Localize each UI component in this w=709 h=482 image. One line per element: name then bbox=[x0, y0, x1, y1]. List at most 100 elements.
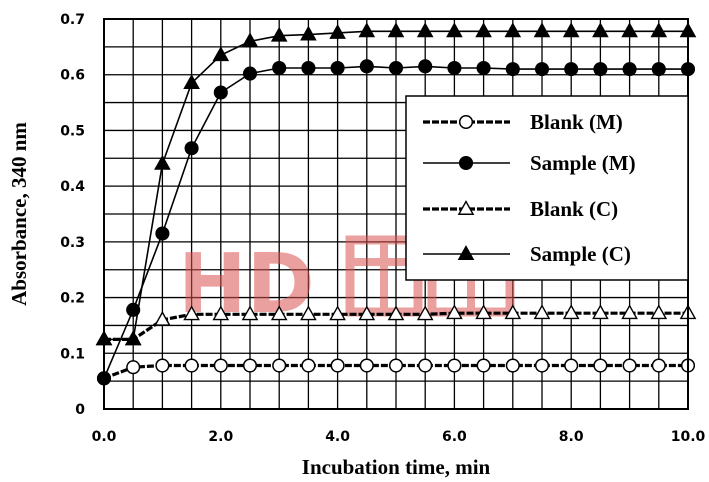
data-point bbox=[329, 23, 346, 39]
y-tick-label: 0.7 bbox=[60, 12, 85, 28]
data-point bbox=[592, 22, 609, 38]
x-tick-labels: 0.0 2.0 4.0 6.0 8.0 10.0 bbox=[92, 429, 706, 445]
data-point bbox=[418, 59, 433, 74]
data-point bbox=[126, 302, 141, 317]
data-point bbox=[621, 22, 638, 38]
series-1 bbox=[96, 358, 696, 386]
data-point bbox=[505, 62, 520, 77]
data-point bbox=[212, 305, 230, 321]
data-point bbox=[622, 358, 637, 373]
data-point bbox=[447, 358, 462, 373]
data-point bbox=[183, 74, 200, 90]
data-point bbox=[476, 60, 491, 76]
data-point bbox=[650, 22, 668, 38]
x-tick-label: 8.0 bbox=[559, 429, 584, 445]
data-point bbox=[301, 358, 316, 373]
data-point bbox=[241, 305, 259, 321]
data-point bbox=[155, 358, 170, 373]
data-point bbox=[564, 62, 579, 77]
x-axis-title: Incubation time, min bbox=[302, 455, 491, 479]
x-tick-label: 0.0 bbox=[92, 429, 117, 445]
legend-label: Sample (M) bbox=[530, 151, 636, 175]
data-point bbox=[387, 22, 405, 38]
y-tick-labels: 0 0.1 0.2 0.3 0.4 0.5 0.6 0.7 bbox=[60, 12, 85, 418]
data-point bbox=[359, 59, 374, 74]
x-tick-label: 2.0 bbox=[208, 429, 233, 445]
data-point bbox=[358, 305, 376, 321]
y-tick-label: 0.3 bbox=[60, 235, 85, 251]
data-point bbox=[562, 22, 580, 38]
data-point bbox=[650, 304, 668, 320]
data-point bbox=[504, 22, 522, 38]
legend-box bbox=[405, 95, 689, 281]
data-point bbox=[622, 62, 637, 77]
x-tick-label: 4.0 bbox=[325, 429, 350, 445]
data-point bbox=[418, 358, 433, 373]
data-point bbox=[300, 25, 317, 41]
data-point bbox=[388, 358, 404, 373]
data-point bbox=[651, 358, 666, 373]
y-tick-label: 0.2 bbox=[60, 291, 85, 307]
data-point bbox=[593, 358, 608, 373]
data-point bbox=[183, 305, 200, 321]
y-tick-label: 0.1 bbox=[60, 346, 85, 362]
data-point bbox=[564, 358, 579, 373]
series-layer bbox=[95, 22, 697, 386]
y-axis-title: Absorbance, 340 nm bbox=[7, 122, 31, 306]
data-point bbox=[154, 310, 171, 326]
data-point bbox=[126, 360, 141, 375]
data-point bbox=[270, 26, 288, 42]
data-point bbox=[447, 60, 462, 76]
data-point bbox=[534, 62, 550, 77]
legend-marker bbox=[457, 200, 475, 215]
data-point bbox=[213, 85, 228, 100]
data-point bbox=[651, 62, 666, 77]
data-point bbox=[416, 22, 434, 38]
x-tick-label: 10.0 bbox=[671, 429, 706, 445]
data-point bbox=[505, 358, 520, 373]
data-point bbox=[212, 46, 230, 62]
data-point bbox=[359, 358, 374, 373]
data-point bbox=[475, 304, 492, 320]
data-point bbox=[387, 305, 405, 321]
x-tick-label: 6.0 bbox=[442, 429, 467, 445]
series-2 bbox=[96, 59, 696, 386]
data-point bbox=[476, 358, 491, 373]
legend-label: Blank (C) bbox=[530, 197, 618, 221]
data-point bbox=[475, 22, 492, 38]
data-point bbox=[534, 358, 550, 373]
data-point bbox=[241, 32, 259, 48]
y-tick-label: 0 bbox=[75, 402, 85, 418]
data-point bbox=[330, 358, 345, 373]
data-point bbox=[213, 358, 228, 373]
data-point bbox=[416, 305, 434, 321]
data-point bbox=[242, 358, 258, 373]
legend-marker bbox=[458, 114, 474, 130]
data-point bbox=[301, 60, 316, 76]
data-point bbox=[388, 60, 404, 76]
data-point bbox=[300, 305, 317, 321]
data-point bbox=[155, 226, 170, 241]
data-point bbox=[184, 358, 199, 373]
legend: Blank (M) Sample (M) Blank (C) Sample (C) bbox=[405, 95, 689, 281]
data-point bbox=[330, 60, 345, 76]
data-point bbox=[242, 66, 258, 81]
data-point bbox=[154, 154, 171, 170]
data-point bbox=[562, 304, 580, 320]
y-tick-label: 0.5 bbox=[60, 123, 85, 139]
legend-marker bbox=[457, 245, 475, 260]
data-point bbox=[533, 22, 551, 38]
data-point bbox=[270, 305, 288, 321]
data-point bbox=[272, 60, 287, 76]
legend-label: Blank (M) bbox=[530, 110, 623, 134]
data-point bbox=[329, 305, 346, 321]
data-point bbox=[124, 330, 142, 346]
data-point bbox=[593, 62, 608, 77]
y-tick-label: 0.6 bbox=[60, 68, 85, 84]
data-point bbox=[504, 304, 522, 320]
legend-marker bbox=[458, 155, 474, 171]
data-point bbox=[592, 304, 609, 320]
data-point bbox=[446, 22, 463, 38]
data-point bbox=[184, 141, 199, 156]
